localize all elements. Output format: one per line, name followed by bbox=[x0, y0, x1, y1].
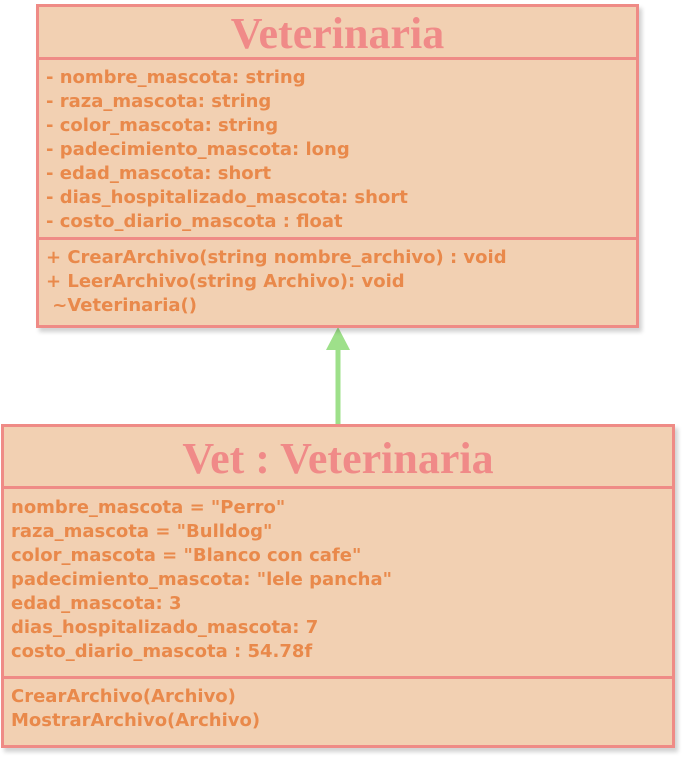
class-attribute: - color_mascota: string bbox=[46, 115, 279, 136]
object-title: Vet : Veterinaria bbox=[4, 427, 672, 489]
class-title: Veterinaria bbox=[39, 7, 636, 60]
object-box-vet: Vet : Veterinaria nombre_mascota = "Perr… bbox=[1, 424, 675, 748]
object-attribute: color_mascota = "Blanco con cafe" bbox=[11, 545, 362, 566]
class-attribute: - costo_diario_mascota : float bbox=[46, 211, 343, 232]
class-attribute: - nombre_mascota: string bbox=[46, 67, 306, 88]
object-operation: CrearArchivo(Archivo) bbox=[11, 686, 236, 707]
object-attribute: padecimiento_mascota: "lele pancha" bbox=[11, 569, 393, 590]
object-attributes: nombre_mascota = "Perro" raza_mascota = … bbox=[4, 489, 672, 679]
object-attribute: dias_hospitalizado_mascota: 7 bbox=[11, 617, 319, 638]
object-operations: CrearArchivo(Archivo) MostrarArchivo(Arc… bbox=[4, 679, 672, 745]
object-attribute: costo_diario_mascota : 54.78f bbox=[11, 641, 313, 662]
arrow-head bbox=[326, 327, 350, 350]
class-attribute: - edad_mascota: short bbox=[46, 163, 272, 184]
object-operation: MostrarArchivo(Archivo) bbox=[11, 710, 261, 731]
class-attribute: - dias_hospitalizado_mascota: short bbox=[46, 187, 408, 208]
class-attributes: - nombre_mascota: string - raza_mascota:… bbox=[39, 60, 636, 240]
object-attribute: edad_mascota: 3 bbox=[11, 593, 182, 614]
object-attribute: nombre_mascota = "Perro" bbox=[11, 497, 286, 518]
class-attribute: - padecimiento_mascota: long bbox=[46, 139, 350, 160]
class-attribute: - raza_mascota: string bbox=[46, 91, 272, 112]
class-operations: + CrearArchivo(string nombre_archivo) : … bbox=[39, 240, 636, 325]
class-operation: + LeerArchivo(string Archivo): void bbox=[46, 271, 405, 292]
class-box-veterinaria: Veterinaria - nombre_mascota: string - r… bbox=[36, 4, 639, 328]
class-operation: + CrearArchivo(string nombre_archivo) : … bbox=[46, 247, 507, 268]
object-attribute: raza_mascota = "Bulldog" bbox=[11, 521, 273, 542]
class-operation: ~Veterinaria() bbox=[46, 295, 197, 316]
